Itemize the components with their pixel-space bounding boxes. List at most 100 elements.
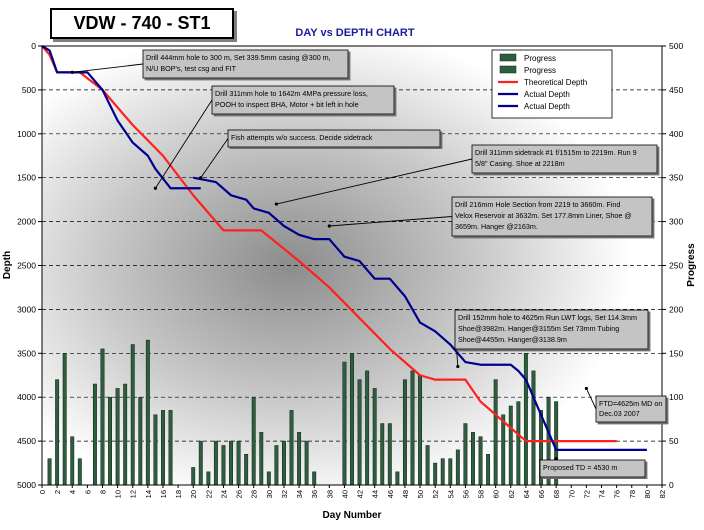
y-right-tick-label: 350	[669, 173, 683, 183]
x-tick-label: 58	[477, 490, 486, 498]
progress-bar	[395, 471, 400, 486]
x-tick-label: 20	[189, 490, 198, 498]
progress-bar	[531, 370, 536, 486]
y-left-tick-label: 1500	[17, 173, 36, 183]
annotation-text: Drill 311mm hole to 1642m 4MPa pressure …	[215, 89, 368, 98]
legend-label: Progress	[524, 66, 556, 75]
y-left-tick-label: 3500	[17, 348, 36, 358]
progress-bar	[493, 379, 498, 486]
x-tick-label: 76	[613, 490, 622, 498]
annotation-box	[454, 309, 649, 350]
progress-bar	[236, 440, 241, 486]
progress-bar	[508, 405, 513, 486]
x-tick-label: 38	[325, 490, 334, 498]
annotation-text: 3659m. Hanger @2163m.	[455, 222, 538, 231]
y-right-tick-label: 150	[669, 348, 683, 358]
annotation-text: Drill 311mm sidetrack #1 f/1515m to 2219…	[475, 148, 637, 157]
progress-bar	[115, 388, 120, 486]
annotation-text: Shoe@3982m. Hanger@3155m Set 73mm Tubing	[458, 324, 619, 333]
legend-label: Progress	[524, 54, 556, 63]
x-tick-label: 48	[401, 490, 410, 498]
legend-label: Theoretical Depth	[524, 78, 587, 87]
annotation-pointer	[584, 386, 588, 391]
y-left-tick-label: 2500	[17, 261, 36, 271]
x-tick-label: 78	[628, 490, 637, 498]
annotation-leader	[200, 138, 229, 178]
x-tick-label: 12	[129, 490, 138, 498]
progress-bar	[221, 445, 226, 486]
progress-bar	[342, 361, 347, 486]
progress-bar	[77, 458, 82, 486]
progress-bar	[274, 445, 279, 486]
actual-depth-line	[41, 45, 201, 190]
annotation-pointer	[153, 186, 158, 190]
progress-bar	[138, 396, 143, 486]
progress-bar	[523, 353, 528, 486]
progress-bar	[418, 375, 422, 486]
x-tick-label: 8	[98, 490, 107, 494]
x-tick-label: 22	[204, 490, 213, 498]
legend-label: Actual Depth	[524, 90, 570, 99]
progress-bar	[100, 348, 105, 486]
annotation-box	[595, 395, 667, 423]
progress-bar	[282, 440, 286, 486]
progress-bar	[463, 423, 468, 486]
y-right-tick-label: 250	[669, 261, 683, 271]
x-tick-label: 0	[38, 490, 47, 494]
x-axis-label: Day Number	[323, 510, 382, 521]
x-tick-label: 2	[53, 490, 62, 494]
annotation-text: 5/8" Casing. Shoe at 2218m	[475, 159, 565, 168]
annotation-text: Proposed TD = 4530 m	[543, 463, 617, 472]
annotation-leader	[585, 388, 597, 410]
progress-bar	[55, 379, 60, 486]
annotation-leader	[72, 63, 144, 73]
progress-bar	[130, 344, 135, 486]
progress-bar	[47, 458, 52, 486]
x-tick-label: 26	[235, 490, 244, 498]
x-tick-label: 50	[416, 490, 425, 498]
x-tick-label: 18	[174, 490, 183, 498]
y-left-tick-label: 5000	[17, 480, 36, 490]
y-left-tick-label: 500	[22, 85, 36, 95]
legend-label: Actual Depth	[524, 102, 570, 111]
x-tick-label: 64	[522, 490, 531, 498]
annotation-box	[211, 85, 395, 115]
annotation-box	[227, 129, 441, 148]
progress-bar	[372, 388, 377, 486]
annotation-text: Dec.03 2007	[599, 409, 640, 418]
x-tick-label: 36	[310, 490, 319, 498]
annotation-text: POOH to inspect BHA, Motor + bit left in…	[215, 100, 359, 109]
x-tick-label: 40	[340, 490, 349, 498]
annotation-box	[451, 196, 653, 237]
chart-id-box: VDW - 740 - ST1	[50, 8, 234, 39]
progress-bar	[213, 440, 218, 486]
x-tick-label: 60	[492, 490, 501, 498]
y-right-tick-label: 100	[669, 392, 683, 402]
progress-bar	[297, 432, 302, 486]
x-tick-label: 10	[114, 490, 123, 498]
progress-bar	[266, 471, 271, 486]
progress-bar	[62, 353, 67, 486]
progress-bar	[92, 383, 97, 486]
chart-title: DAY vs DEPTH CHART	[295, 27, 415, 39]
progress-bar	[198, 440, 203, 486]
annotation-text: Shoe@4455m. Hanger@3138.9m	[458, 335, 567, 344]
progress-bar	[501, 414, 506, 486]
x-tick-label: 44	[371, 490, 380, 498]
progress-bar	[108, 396, 112, 486]
x-tick-label: 34	[295, 490, 304, 498]
annotation-text: Drill 444mm hole to 300 m, Set 339.5mm c…	[146, 53, 331, 62]
x-tick-label: 30	[265, 490, 274, 498]
progress-bar	[191, 467, 196, 486]
x-tick-label: 66	[537, 490, 546, 498]
actual-depth-line	[193, 176, 647, 451]
progress-bar	[206, 471, 211, 486]
annotation-box	[539, 459, 646, 478]
annotation-pointer	[199, 176, 203, 180]
progress-bar	[123, 383, 128, 486]
progress-bar	[168, 410, 173, 486]
progress-bar	[251, 396, 256, 486]
progress-bar	[312, 471, 317, 486]
